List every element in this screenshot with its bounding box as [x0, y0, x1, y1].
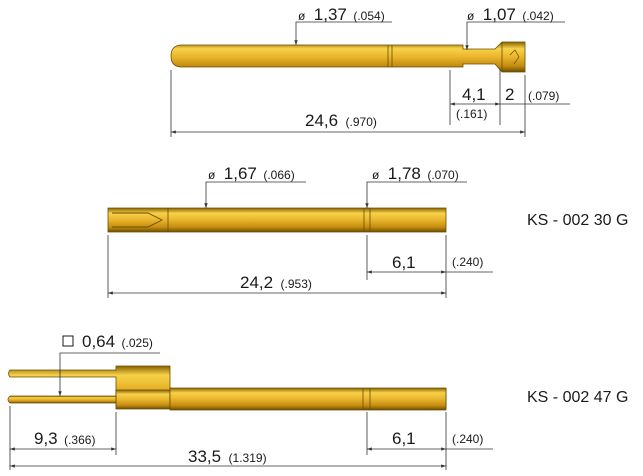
probe-1-dim-a-inch: (.161) [456, 107, 487, 121]
probe-2-shaft-leader [204, 181, 306, 208]
probe-2-part-label: KS - 002 30 G [527, 212, 628, 229]
probe-3-length: 33,5 (1.319) [188, 447, 267, 466]
probe-2-dim-a-value: 6,1 [392, 253, 416, 272]
probe-3-pin-leader [58, 352, 160, 396]
probe-2-shaft-dia: ø 1,67 (.066) [208, 164, 295, 183]
probe-1-shaft-leader [294, 21, 392, 45]
probe-1-dim-b-value: 2 [505, 85, 514, 104]
probe-3-pin-size: 0,64 (.025) [82, 332, 153, 351]
probe-1-head-leader [465, 21, 565, 50]
probe-3-dim-tail: 9,3 (.366) [34, 429, 95, 448]
square-icon [62, 335, 74, 347]
probe-3-pin [7, 395, 117, 404]
probe-2-body [107, 207, 447, 233]
probe-3-dim-a-inch: (.240) [452, 432, 483, 446]
probe-1-dim-b-inch: (.079) [528, 89, 559, 103]
probe-3-dims: 0,64 (.025) KS - 002 47 G 9,3 (.366) 6,1… [9, 332, 628, 470]
probe-2: ø 1,67 (.066) ø 1,78 (.070) KS - 002 30 … [107, 164, 628, 298]
probe-3-shape [7, 387, 447, 411]
probe-3-main-barrel [169, 387, 447, 411]
probe-3-neck [115, 389, 171, 410]
probe-1: ø 1,37 (.054) ø 1,07 (.042) 4,1 (.161) 2… [170, 5, 570, 137]
probe-1-shaft-dia: ø 1,37 (.054) [298, 5, 385, 24]
probe-1-crown-icon [509, 49, 520, 65]
probe-1-head-dia: ø 1,07 (.042) [467, 5, 554, 24]
probe-2-dim-a-inch: (.240) [452, 255, 483, 269]
probe-1-length: 24,6 (.970) [305, 111, 377, 130]
probe-2-slot-icon [112, 212, 164, 228]
probe-1-body [170, 41, 526, 73]
probe-3-dim-a-value: 6,1 [392, 429, 416, 448]
probe-2-collar-leader [365, 181, 467, 208]
probe-2-length: 24,2 (.953) [240, 273, 312, 292]
probe-2-collar-dia: ø 1,78 (.070) [372, 164, 459, 183]
probe-3-part-label: KS - 002 47 G [527, 389, 628, 406]
probe-1-dim-a-value: 4,1 [462, 85, 486, 104]
